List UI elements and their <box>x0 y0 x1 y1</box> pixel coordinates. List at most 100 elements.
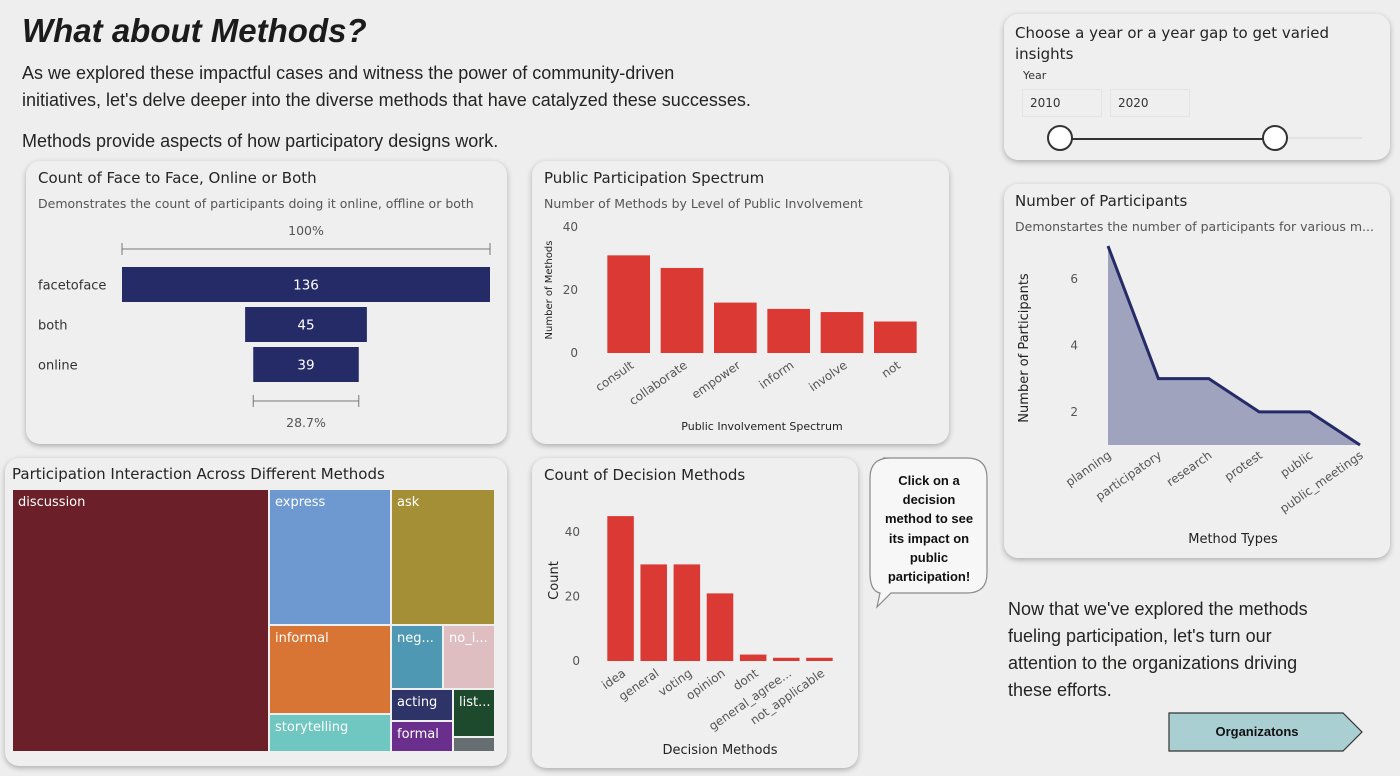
treemap-cell-neg[interactable]: neg... <box>391 625 443 689</box>
decision-bar-not_applicable[interactable] <box>806 657 833 661</box>
treemap-label-acting: acting <box>397 695 438 710</box>
treemap-cell-storytelling[interactable]: storytelling <box>269 714 391 752</box>
participants-y-axis-title: Number of Participants <box>1017 273 1032 423</box>
treemap-label-informal: informal <box>275 631 329 646</box>
participants-x-axis-title: Method Types <box>1188 532 1278 547</box>
outro-line-4: these efforts. <box>1008 680 1112 700</box>
treemap-cell-ask[interactable]: ask <box>391 489 495 625</box>
outro-line-1: Now that we've explored the methods <box>1008 599 1308 619</box>
spectrum-y-axis-title: Number of Methods <box>544 241 555 340</box>
decision-bar-voting[interactable] <box>673 564 701 661</box>
year-end-input[interactable]: 2020 <box>1110 89 1190 117</box>
year-start-input[interactable]: 2010 <box>1022 89 1102 117</box>
spectrum-subtitle: Number of Methods by Level of Public Inv… <box>544 196 863 211</box>
decision-y-tick: 40 <box>565 525 580 539</box>
participants-subtitle: Demonstartes the number of participants … <box>1015 219 1374 234</box>
funnel-category-facetoface: facetoface <box>38 279 106 294</box>
treemap-cell-formal[interactable]: formal <box>391 721 453 752</box>
treemap-title: Participation Interaction Across Differe… <box>12 465 385 483</box>
spectrum-bar-consult[interactable] <box>607 255 650 353</box>
page-title: What about Methods? <box>22 12 367 49</box>
spectrum-x-label-involve: involve <box>806 358 849 394</box>
funnel-bottom-percent: 28.7% <box>286 415 326 430</box>
spectrum-x-label-empower: empower <box>689 358 743 402</box>
sub-intro-text: Methods provide aspects of how participa… <box>22 131 499 151</box>
treemap-cell-other[interactable] <box>453 737 495 752</box>
slider-track-right <box>1282 137 1362 139</box>
funnel-bar-online[interactable] <box>253 347 359 382</box>
funnel-card: Count of Face to Face, Online or Both De… <box>26 161 507 444</box>
callout-line-6: participation! <box>887 569 971 585</box>
decision-bar-opinion[interactable] <box>706 593 734 661</box>
organizations-nav-label: Organizatons <box>1215 724 1299 739</box>
decision-y-tick: 20 <box>565 590 580 604</box>
treemap-cell-no_i[interactable]: no_i... <box>443 625 495 689</box>
spectrum-y-tick: 0 <box>570 346 578 360</box>
callout-line-3: method to see <box>884 511 974 527</box>
funnel-bar-facetoface[interactable] <box>122 267 490 302</box>
callout-line-1: Click on a <box>898 473 960 488</box>
decision-y-axis-title: Count <box>547 561 562 600</box>
participants-area[interactable] <box>1108 246 1360 445</box>
treemap-chart: discussion express ask informal storytelling… <box>12 489 495 752</box>
slider-track[interactable] <box>1060 138 1276 140</box>
spectrum-bar-collaborate[interactable] <box>660 267 704 353</box>
intro-text: As we explored these impactful cases and… <box>22 60 751 114</box>
treemap-label-formal: formal <box>397 727 439 742</box>
decision-bar-general[interactable] <box>640 564 667 661</box>
spectrum-x-axis-title: Public Involvement Spectrum <box>681 420 842 433</box>
callout-bubble <box>869 457 988 609</box>
decision-bar-general_agree...[interactable] <box>773 657 800 661</box>
treemap-cell-acting[interactable]: acting <box>391 689 453 721</box>
treemap-label-storytelling: storytelling <box>275 720 349 735</box>
participants-y-tick: 2 <box>1070 405 1078 419</box>
slider-end-handle[interactable] <box>1262 125 1288 151</box>
spectrum-bar-not[interactable] <box>874 321 917 354</box>
spectrum-title: Public Participation Spectrum <box>544 169 765 187</box>
slider-start-handle[interactable] <box>1047 125 1073 151</box>
funnel-category-both: both <box>38 319 68 334</box>
treemap-cell-express[interactable]: express <box>269 489 391 625</box>
decision-bar-dont[interactable] <box>739 654 767 661</box>
slicer-title: Choose a year or a year gap to get varie… <box>1015 23 1329 65</box>
organizations-nav-button[interactable]: Organizatons <box>1168 712 1364 752</box>
treemap-label-express: express <box>275 495 326 510</box>
participants-line[interactable] <box>1106 245 1361 447</box>
year-slicer-card: Choose a year or a year gap to get varie… <box>1004 14 1390 160</box>
participants-x-label-public: public <box>1278 448 1316 480</box>
spectrum-bar-involve[interactable] <box>820 312 864 353</box>
year-end-value: 2020 <box>1118 96 1149 110</box>
callout-line-4: its impact on <box>888 530 970 546</box>
participants-x-label-research: research <box>1164 448 1215 489</box>
decision-card: Count of Decision Methods 0 20 40 idea gener… <box>532 458 858 768</box>
decision-x-axis-title: Decision Methods <box>662 743 777 758</box>
arrow-shape-icon <box>1168 712 1363 752</box>
spectrum-x-label-collaborate: collaborate <box>627 358 690 408</box>
treemap-cell-list[interactable]: list... <box>453 689 495 737</box>
spectrum-card: Public Participation Spectrum Number of … <box>532 161 949 444</box>
callout-line-5: public <box>909 549 949 565</box>
funnel-value-both: 45 <box>297 318 314 334</box>
participants-x-label-public_meetings: public_meetings <box>1277 448 1365 516</box>
treemap-cell-informal[interactable]: informal <box>269 625 391 714</box>
funnel-subtitle: Demonstrates the count of participants d… <box>38 196 474 211</box>
spectrum-bar-inform[interactable] <box>767 308 810 353</box>
participants-x-label-protest: protest <box>1222 448 1265 484</box>
outro-text: Now that we've explored the methods fuel… <box>1008 596 1308 704</box>
treemap-label-list: list... <box>459 695 491 710</box>
treemap-cell-discussion[interactable]: discussion <box>12 489 269 752</box>
slicer-label: Year <box>1023 69 1047 82</box>
treemap-label-neg: neg... <box>397 631 434 646</box>
decision-bar-idea[interactable] <box>607 516 634 661</box>
funnel-bar-both[interactable] <box>245 307 367 342</box>
slicer-title-line-1: Choose a year or a year gap to get varie… <box>1015 24 1330 42</box>
funnel-value-facetoface: 136 <box>293 278 319 294</box>
intro-line-2: initiatives, let's delve deeper into the… <box>22 90 751 110</box>
outro-line-2: fueling participation, let's turn our <box>1008 626 1272 646</box>
spectrum-x-label-consult: consult <box>593 358 637 395</box>
spectrum-bar-empower[interactable] <box>714 302 757 353</box>
year-start-value: 2010 <box>1030 96 1061 110</box>
spectrum-x-label-inform: inform <box>756 358 796 392</box>
